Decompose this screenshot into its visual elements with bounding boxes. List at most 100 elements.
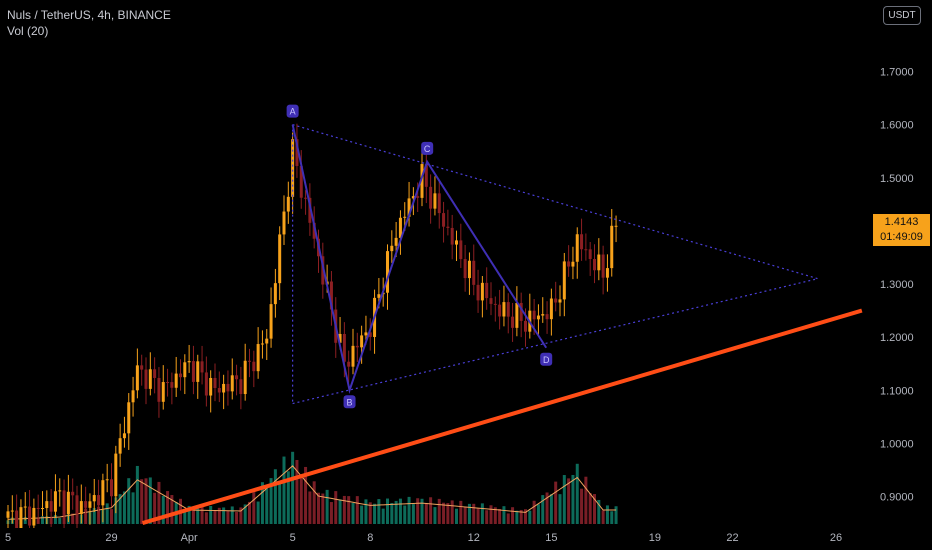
- candle-body: [485, 282, 489, 299]
- volume-bar: [204, 512, 208, 524]
- candle-body: [226, 383, 230, 392]
- candle-body: [567, 261, 571, 267]
- candle-body: [170, 382, 174, 388]
- candle-body: [217, 388, 221, 393]
- drawings[interactable]: A B C D: [141, 104, 863, 525]
- candle-body: [97, 495, 101, 506]
- candle-body: [187, 361, 191, 363]
- pattern-point-marker[interactable]: [286, 104, 299, 118]
- candle-body: [256, 344, 260, 372]
- candle-body: [295, 139, 299, 167]
- volume-bar: [463, 506, 467, 524]
- volume-bar: [549, 494, 553, 524]
- volume-bar: [519, 509, 523, 524]
- candle-body: [545, 314, 549, 320]
- candle-body: [260, 343, 264, 345]
- time-axis-bg: [0, 528, 871, 550]
- candle-body: [273, 283, 277, 305]
- pattern-point-marker[interactable]: [421, 141, 434, 155]
- candle-body: [403, 216, 407, 218]
- volume-bar: [472, 503, 476, 524]
- candle-body: [571, 261, 575, 267]
- volume-bar: [295, 459, 299, 524]
- triangle-line[interactable]: [292, 124, 819, 280]
- pattern-point-marker[interactable]: [540, 352, 553, 366]
- candle-body: [329, 281, 333, 310]
- volume-bar: [200, 506, 204, 524]
- volume-bar: [416, 498, 420, 524]
- volume-bar: [278, 481, 282, 524]
- volume-bar: [498, 508, 502, 524]
- candle-body: [282, 211, 286, 235]
- candle-body: [433, 193, 437, 209]
- candle-body: [58, 490, 62, 492]
- candle-body: [390, 245, 394, 252]
- candle-body: [92, 495, 96, 502]
- volume-bar: [291, 451, 295, 524]
- candle-body: [312, 222, 316, 239]
- y-tick-label: 1.6000: [880, 120, 914, 132]
- volume-bar: [373, 503, 377, 524]
- abcd-pattern-line[interactable]: [291, 124, 548, 395]
- candle-body: [601, 254, 605, 278]
- volume-bar: [239, 507, 243, 524]
- volume-bar: [329, 502, 333, 524]
- volume-bar: [338, 499, 342, 524]
- volume-bar: [424, 502, 428, 524]
- pattern-point-marker[interactable]: [343, 395, 356, 409]
- candle-body: [36, 507, 40, 509]
- candle-body: [511, 316, 515, 328]
- candle-body: [377, 294, 381, 298]
- volume-bar: [222, 507, 226, 524]
- candle-body: [144, 369, 148, 389]
- volume-bar: [610, 511, 614, 524]
- volume-bar: [217, 507, 221, 524]
- volume-bar: [187, 505, 191, 524]
- volume-bar: [196, 508, 200, 524]
- candle-body: [45, 501, 49, 509]
- candle-body: [411, 196, 415, 199]
- candle-body: [580, 234, 584, 250]
- candle-body: [131, 390, 135, 403]
- candle-body: [278, 234, 282, 284]
- y-tick-label: 1.7000: [880, 67, 914, 79]
- volume-bar: [23, 517, 27, 524]
- candle-body: [23, 506, 27, 508]
- candle-body: [575, 234, 579, 262]
- price-axis[interactable]: 1.70001.60001.50001.40001.30001.20001.10…: [871, 0, 932, 550]
- candle-body: [79, 501, 83, 515]
- candle-body: [364, 332, 368, 336]
- candle-body: [53, 491, 57, 512]
- volume-bar: [105, 503, 109, 524]
- volume-bar: [351, 502, 355, 524]
- volume-bar: [524, 509, 527, 524]
- y-tick-label: 0.9000: [880, 492, 914, 504]
- candle-body: [200, 361, 204, 373]
- time-axis[interactable]: 5 29 Apr 5 8 12 15 19 22 26: [0, 528, 871, 550]
- volume-bar: [131, 492, 135, 524]
- y-tick-label: 1.0000: [880, 438, 914, 450]
- candle-body: [84, 501, 88, 508]
- candle-body: [489, 298, 493, 304]
- volume-bar: [110, 509, 113, 524]
- candle-body: [308, 197, 312, 223]
- support-trendline[interactable]: [141, 308, 863, 525]
- candle-body: [394, 237, 398, 246]
- candle-body: [593, 258, 596, 271]
- volume-bar: [355, 496, 359, 524]
- x-tick-label: 29: [105, 532, 117, 544]
- volume-bar: [92, 508, 96, 524]
- candle-body: [32, 507, 36, 526]
- volume-bar: [53, 515, 57, 524]
- x-tick-label: 19: [649, 532, 661, 544]
- volume-bar: [243, 504, 247, 524]
- chart-legend: Nuls / TetherUS, 4h, BINANCE Vol (20): [7, 7, 171, 39]
- volume-bar: [614, 506, 618, 524]
- volume-bar: [528, 510, 532, 524]
- candle-body: [118, 438, 122, 454]
- candle-body: [110, 479, 113, 497]
- currency-badge[interactable]: USDT: [883, 6, 921, 25]
- volume-bar: [515, 510, 519, 524]
- volume-bar: [226, 511, 230, 524]
